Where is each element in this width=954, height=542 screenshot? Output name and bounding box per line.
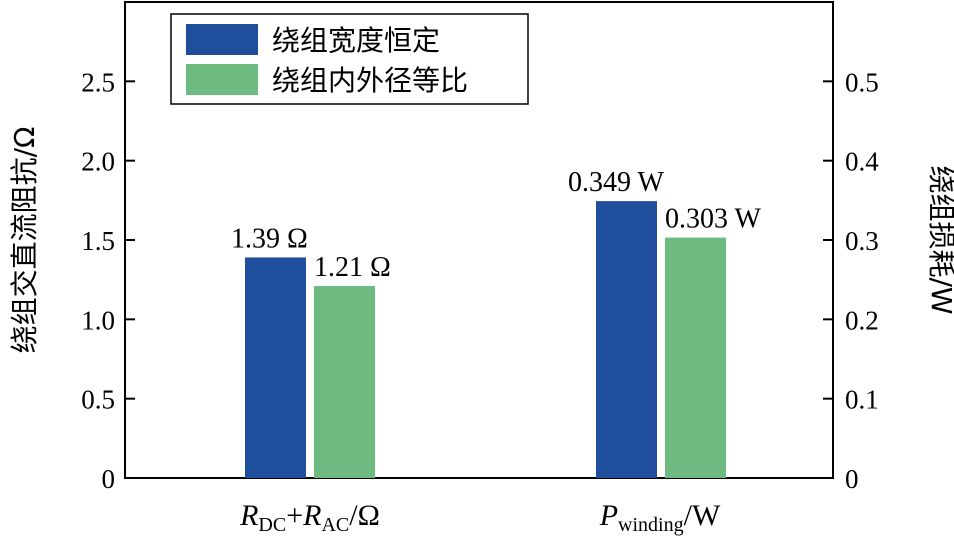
legend: 绕组宽度恒定 绕组内外径等比 <box>170 13 529 105</box>
bar-series-1-cat-1 <box>245 257 306 478</box>
legend-label-series-1: 绕组宽度恒定 <box>272 24 440 57</box>
left-tick-label: 0.5 <box>81 385 115 415</box>
left-axis-ticks: 0 0.5 1.0 1.5 2.0 2.5 <box>81 67 135 494</box>
legend-swatch-series-1 <box>186 24 258 55</box>
left-axis-title: 绕组交直流阻抗/Ω <box>8 127 41 354</box>
right-tick-label: 0 <box>845 464 859 494</box>
right-tick-label: 0.1 <box>845 385 879 415</box>
left-tick-label: 2.0 <box>81 147 115 177</box>
right-axis-ticks: 0 0.1 0.2 0.3 0.4 0.5 <box>823 67 879 494</box>
left-tick-label: 0 <box>102 464 116 494</box>
right-tick-label: 0.5 <box>845 67 879 97</box>
left-tick-label: 1.0 <box>81 305 115 335</box>
right-tick-label: 0.3 <box>845 226 879 256</box>
data-label-series-1-cat-1: 1.39 Ω <box>231 223 308 254</box>
bar-series-2-cat-1 <box>314 286 375 478</box>
data-label-series-2-cat-2: 0.303 W <box>665 204 761 235</box>
legend-swatch-series-2 <box>186 64 258 95</box>
category-label-1: RDC+RAC/Ω <box>239 499 380 536</box>
bar-data-labels: 1.39 Ω 0.349 W 1.21 Ω 0.303 W <box>231 167 761 283</box>
right-tick-label: 0.4 <box>845 147 879 177</box>
left-tick-label: 2.5 <box>81 67 115 97</box>
bars <box>245 201 726 479</box>
data-label-series-2-cat-1: 1.21 Ω <box>314 252 391 283</box>
right-tick-label: 0.2 <box>845 305 879 335</box>
legend-label-series-2: 绕组内外径等比 <box>272 64 468 97</box>
category-label-2: Pwinding/W <box>599 499 721 536</box>
left-tick-label: 1.5 <box>81 226 115 256</box>
right-axis-title: 绕组损耗/W <box>925 165 954 314</box>
data-label-series-1-cat-2: 0.349 W <box>568 167 664 198</box>
bar-series-1-cat-2 <box>596 201 657 479</box>
bar-series-2-cat-2 <box>665 237 726 478</box>
